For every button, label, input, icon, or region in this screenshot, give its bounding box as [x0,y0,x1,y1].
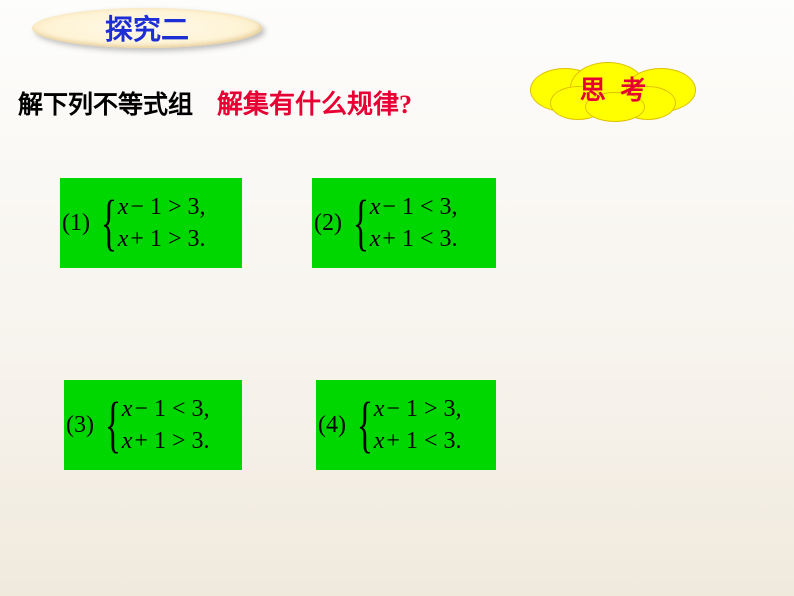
brace-icon: { [357,394,373,456]
problem-4: (4) { x− 1 > 3, x+ 1 < 3. [316,380,496,470]
brace-icon: { [353,192,369,254]
subtitle-left: 解下列不等式组 [18,85,193,121]
equation-lines: x− 1 < 3, x+ 1 > 3. [122,393,212,458]
equation-line-2: x+ 1 < 3. [374,425,464,457]
problem-1: (1) { x− 1 > 3, x+ 1 > 3. [60,178,242,268]
equation-line-1: x− 1 < 3, [122,393,212,425]
equation-lines: x− 1 > 3, x+ 1 > 3. [118,191,208,256]
header-badge: 探究二 [32,8,262,48]
equation-line-2: x+ 1 < 3. [370,223,460,255]
equation-line-2: x+ 1 > 3. [122,425,212,457]
problem-3: (3) { x− 1 < 3, x+ 1 > 3. [64,380,242,470]
problem-number: (4) [318,412,346,439]
equation-line-2: x+ 1 > 3. [118,223,208,255]
equation-line-1: x− 1 > 3, [374,393,464,425]
brace-icon: { [105,394,121,456]
header-badge-text: 探究二 [105,8,189,48]
equation-lines: x− 1 < 3, x+ 1 < 3. [370,191,460,256]
thought-cloud: 思 考 [530,58,700,118]
equation-line-1: x− 1 > 3, [118,191,208,223]
brace-icon: { [101,192,117,254]
equation-line-1: x− 1 < 3, [370,191,460,223]
problem-number: (3) [66,412,94,439]
problem-number: (1) [62,210,90,237]
problem-number: (2) [314,210,342,237]
subtitle-mid: 解集有什么规律? [217,84,412,121]
cloud-text: 思 考 [530,70,700,107]
equation-lines: x− 1 > 3, x+ 1 < 3. [374,393,464,458]
problem-2: (2) { x− 1 < 3, x+ 1 < 3. [312,178,496,268]
